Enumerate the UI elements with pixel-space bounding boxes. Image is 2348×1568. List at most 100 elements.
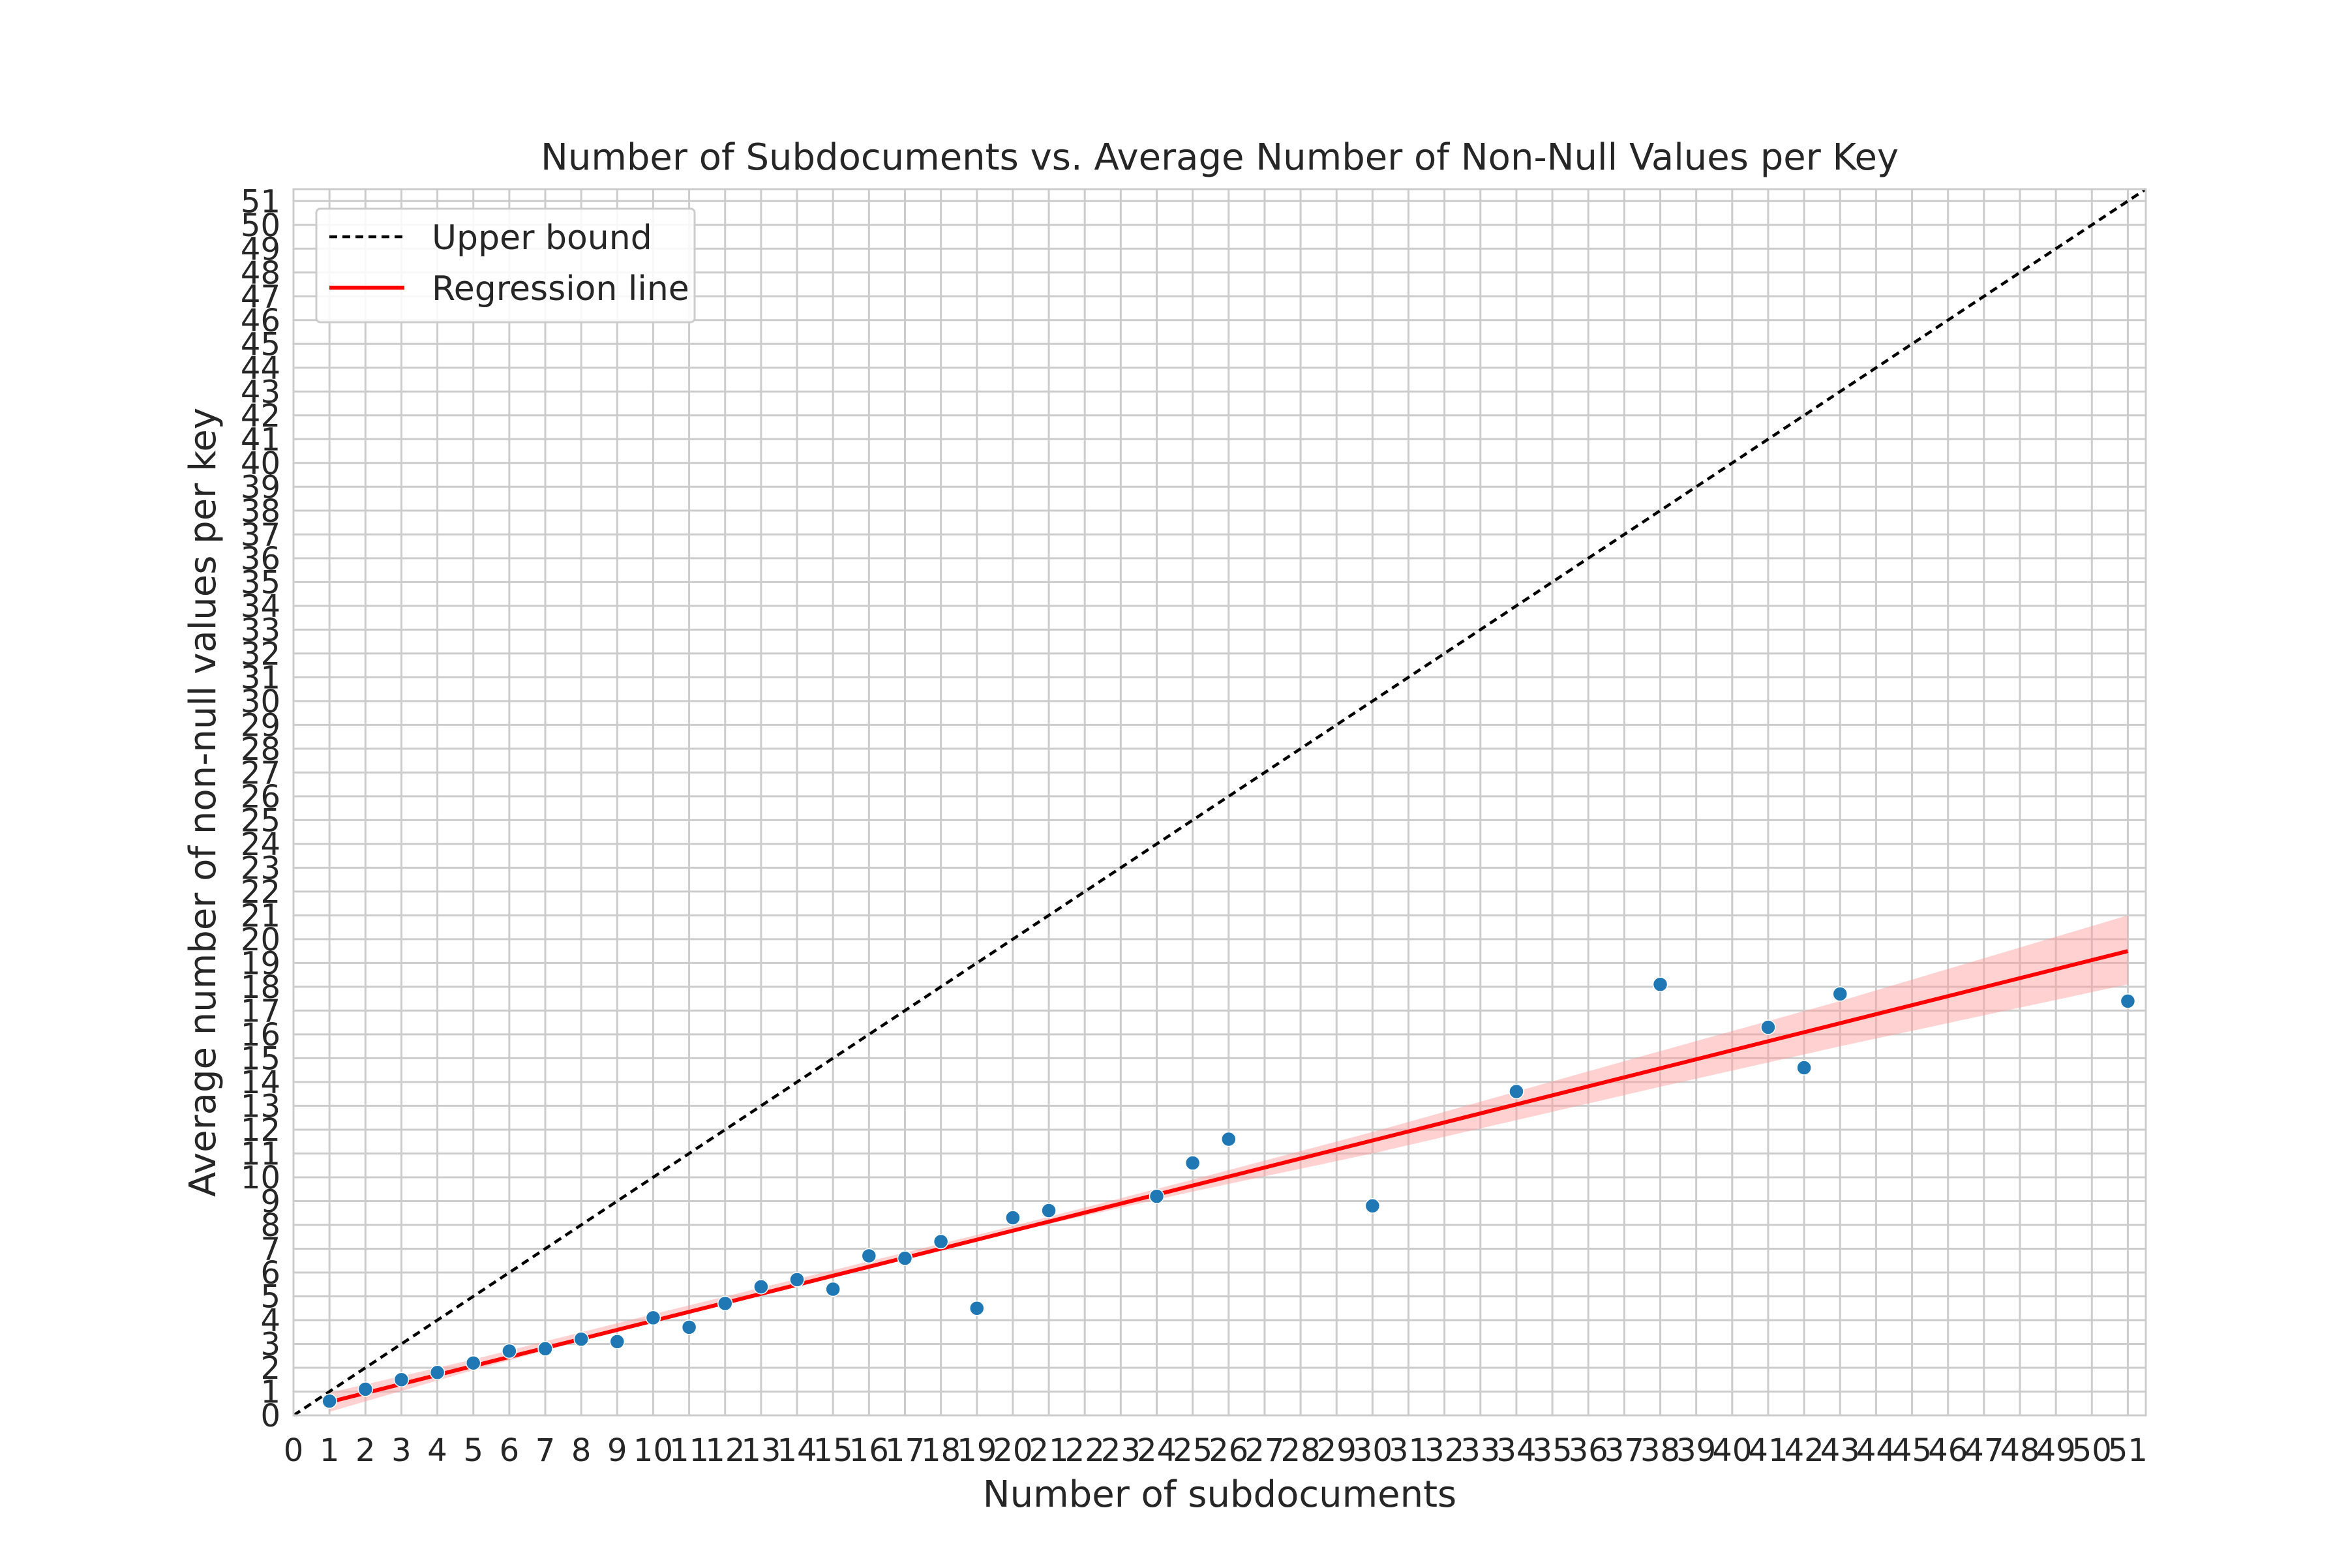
data-point xyxy=(1832,986,1848,1002)
y-tick-label: 31 xyxy=(241,659,280,696)
data-point xyxy=(1184,1155,1201,1171)
legend: Upper bound Regression line xyxy=(315,207,696,324)
legend-box xyxy=(315,207,696,324)
x-tick-label: 48 xyxy=(2000,1432,2039,1469)
y-tick-label: 10 xyxy=(241,1160,280,1196)
y-tick-label: 48 xyxy=(241,255,280,292)
x-tick-label: 30 xyxy=(1353,1432,1392,1469)
x-tick-label: 25 xyxy=(1173,1432,1212,1469)
y-tick-label: 29 xyxy=(241,707,280,744)
x-tick-label: 45 xyxy=(1892,1432,1932,1469)
x-tick-label: 47 xyxy=(1964,1432,2004,1469)
y-tick-label: 4 xyxy=(260,1303,280,1339)
data-point xyxy=(573,1331,589,1347)
y-tick-label: 28 xyxy=(241,731,280,768)
y-tick-label: 6 xyxy=(260,1255,280,1291)
data-point xyxy=(609,1334,625,1349)
y-tick-label: 11 xyxy=(241,1136,280,1172)
x-tick-label: 3 xyxy=(391,1432,412,1469)
x-tick-label: 33 xyxy=(1460,1432,1500,1469)
lines-layer xyxy=(292,188,2147,1417)
y-tick-label: 32 xyxy=(241,636,280,672)
data-point xyxy=(357,1381,374,1397)
legend-label-regression-line: Regression line xyxy=(432,269,689,309)
x-tick-label: 31 xyxy=(1389,1432,1428,1469)
legend-label-upper-bound: Upper bound xyxy=(432,219,652,258)
x-tick-label: 18 xyxy=(921,1432,961,1469)
y-tick-label: 22 xyxy=(241,874,280,911)
y-tick-label: 43 xyxy=(241,374,280,410)
x-tick-label: 10 xyxy=(633,1432,673,1469)
x-tick-label: 42 xyxy=(1784,1432,1824,1469)
y-tick-label: 49 xyxy=(241,231,280,267)
data-point xyxy=(933,1233,949,1250)
plot-frame xyxy=(292,188,2147,1417)
data-point xyxy=(1796,1060,1812,1076)
y-tick-label: 24 xyxy=(241,826,280,863)
x-tick-label: 6 xyxy=(500,1432,520,1469)
y-tick-label: 7 xyxy=(260,1231,280,1267)
x-tick-label: 14 xyxy=(777,1432,817,1469)
data-point xyxy=(717,1295,733,1312)
y-tick-label: 13 xyxy=(241,1088,280,1124)
data-point xyxy=(1509,1083,1524,1100)
data-point xyxy=(1149,1188,1165,1204)
axes: 0 1 2 3 4 5 6 7 8 9 101112131415161718192021222324… xyxy=(241,183,2148,1469)
x-tick-label: 12 xyxy=(705,1432,745,1469)
data-point xyxy=(1760,1019,1776,1035)
x-tick-label: 26 xyxy=(1209,1432,1248,1469)
x-tick-label: 29 xyxy=(1317,1432,1357,1469)
data-point xyxy=(502,1343,517,1359)
x-tick-label: 37 xyxy=(1604,1432,1644,1469)
y-tick-label: 20 xyxy=(241,922,280,958)
y-tick-label: 41 xyxy=(241,421,280,458)
y-tick-label: 39 xyxy=(241,469,280,505)
y-tick-label: 19 xyxy=(241,945,280,982)
y-tick-label: 46 xyxy=(241,303,280,339)
x-tick-label: 5 xyxy=(463,1432,483,1469)
y-tick-label: 16 xyxy=(241,1017,280,1053)
y-tick-label: 15 xyxy=(241,1040,280,1077)
data-point xyxy=(393,1372,410,1387)
x-tick-label: 11 xyxy=(669,1432,709,1469)
data-point xyxy=(681,1319,697,1335)
y-tick-label: 5 xyxy=(260,1278,280,1315)
x-tick-label: 2 xyxy=(355,1432,376,1469)
y-tick-label: 23 xyxy=(241,850,280,886)
x-tick-label: 13 xyxy=(741,1432,781,1469)
x-tick-label: 49 xyxy=(2036,1432,2076,1469)
chart-title: Number of Subdocuments vs. Average Numbe… xyxy=(541,136,1899,179)
data-point xyxy=(2120,993,2136,1009)
data-point xyxy=(537,1341,553,1357)
y-tick-label: 25 xyxy=(241,802,280,839)
x-tick-label: 41 xyxy=(1748,1432,1788,1469)
x-tick-label: 8 xyxy=(571,1432,592,1469)
y-tick-label: 0 xyxy=(260,1398,280,1434)
x-tick-label: 32 xyxy=(1424,1432,1464,1469)
data-point xyxy=(1364,1198,1381,1214)
y-tick-label: 36 xyxy=(241,541,280,577)
data-point xyxy=(465,1355,481,1371)
x-tick-label: 34 xyxy=(1496,1432,1536,1469)
data-point xyxy=(825,1281,841,1297)
y-tick-label: 18 xyxy=(241,969,280,1006)
y-tick-label: 26 xyxy=(241,779,280,815)
x-tick-label: 39 xyxy=(1676,1432,1716,1469)
y-tick-label: 35 xyxy=(241,564,280,601)
y-tick-label: 2 xyxy=(260,1350,280,1387)
y-tick-label: 30 xyxy=(241,684,280,720)
data-point xyxy=(753,1279,769,1295)
x-tick-label: 38 xyxy=(1640,1432,1680,1469)
x-tick-label: 4 xyxy=(427,1432,447,1469)
y-tick-label: 40 xyxy=(241,445,280,482)
data-point xyxy=(1652,976,1668,993)
y-tick-label: 21 xyxy=(241,897,280,934)
y-tick-label: 42 xyxy=(241,398,280,434)
regression-line xyxy=(329,949,2129,1404)
x-tick-label: 7 xyxy=(535,1432,556,1469)
x-tick-label: 17 xyxy=(885,1432,925,1469)
y-tick-label: 44 xyxy=(241,350,280,387)
x-tick-label: 0 xyxy=(284,1432,304,1469)
y-tick-label: 3 xyxy=(260,1326,280,1363)
y-tick-label: 9 xyxy=(260,1183,280,1220)
